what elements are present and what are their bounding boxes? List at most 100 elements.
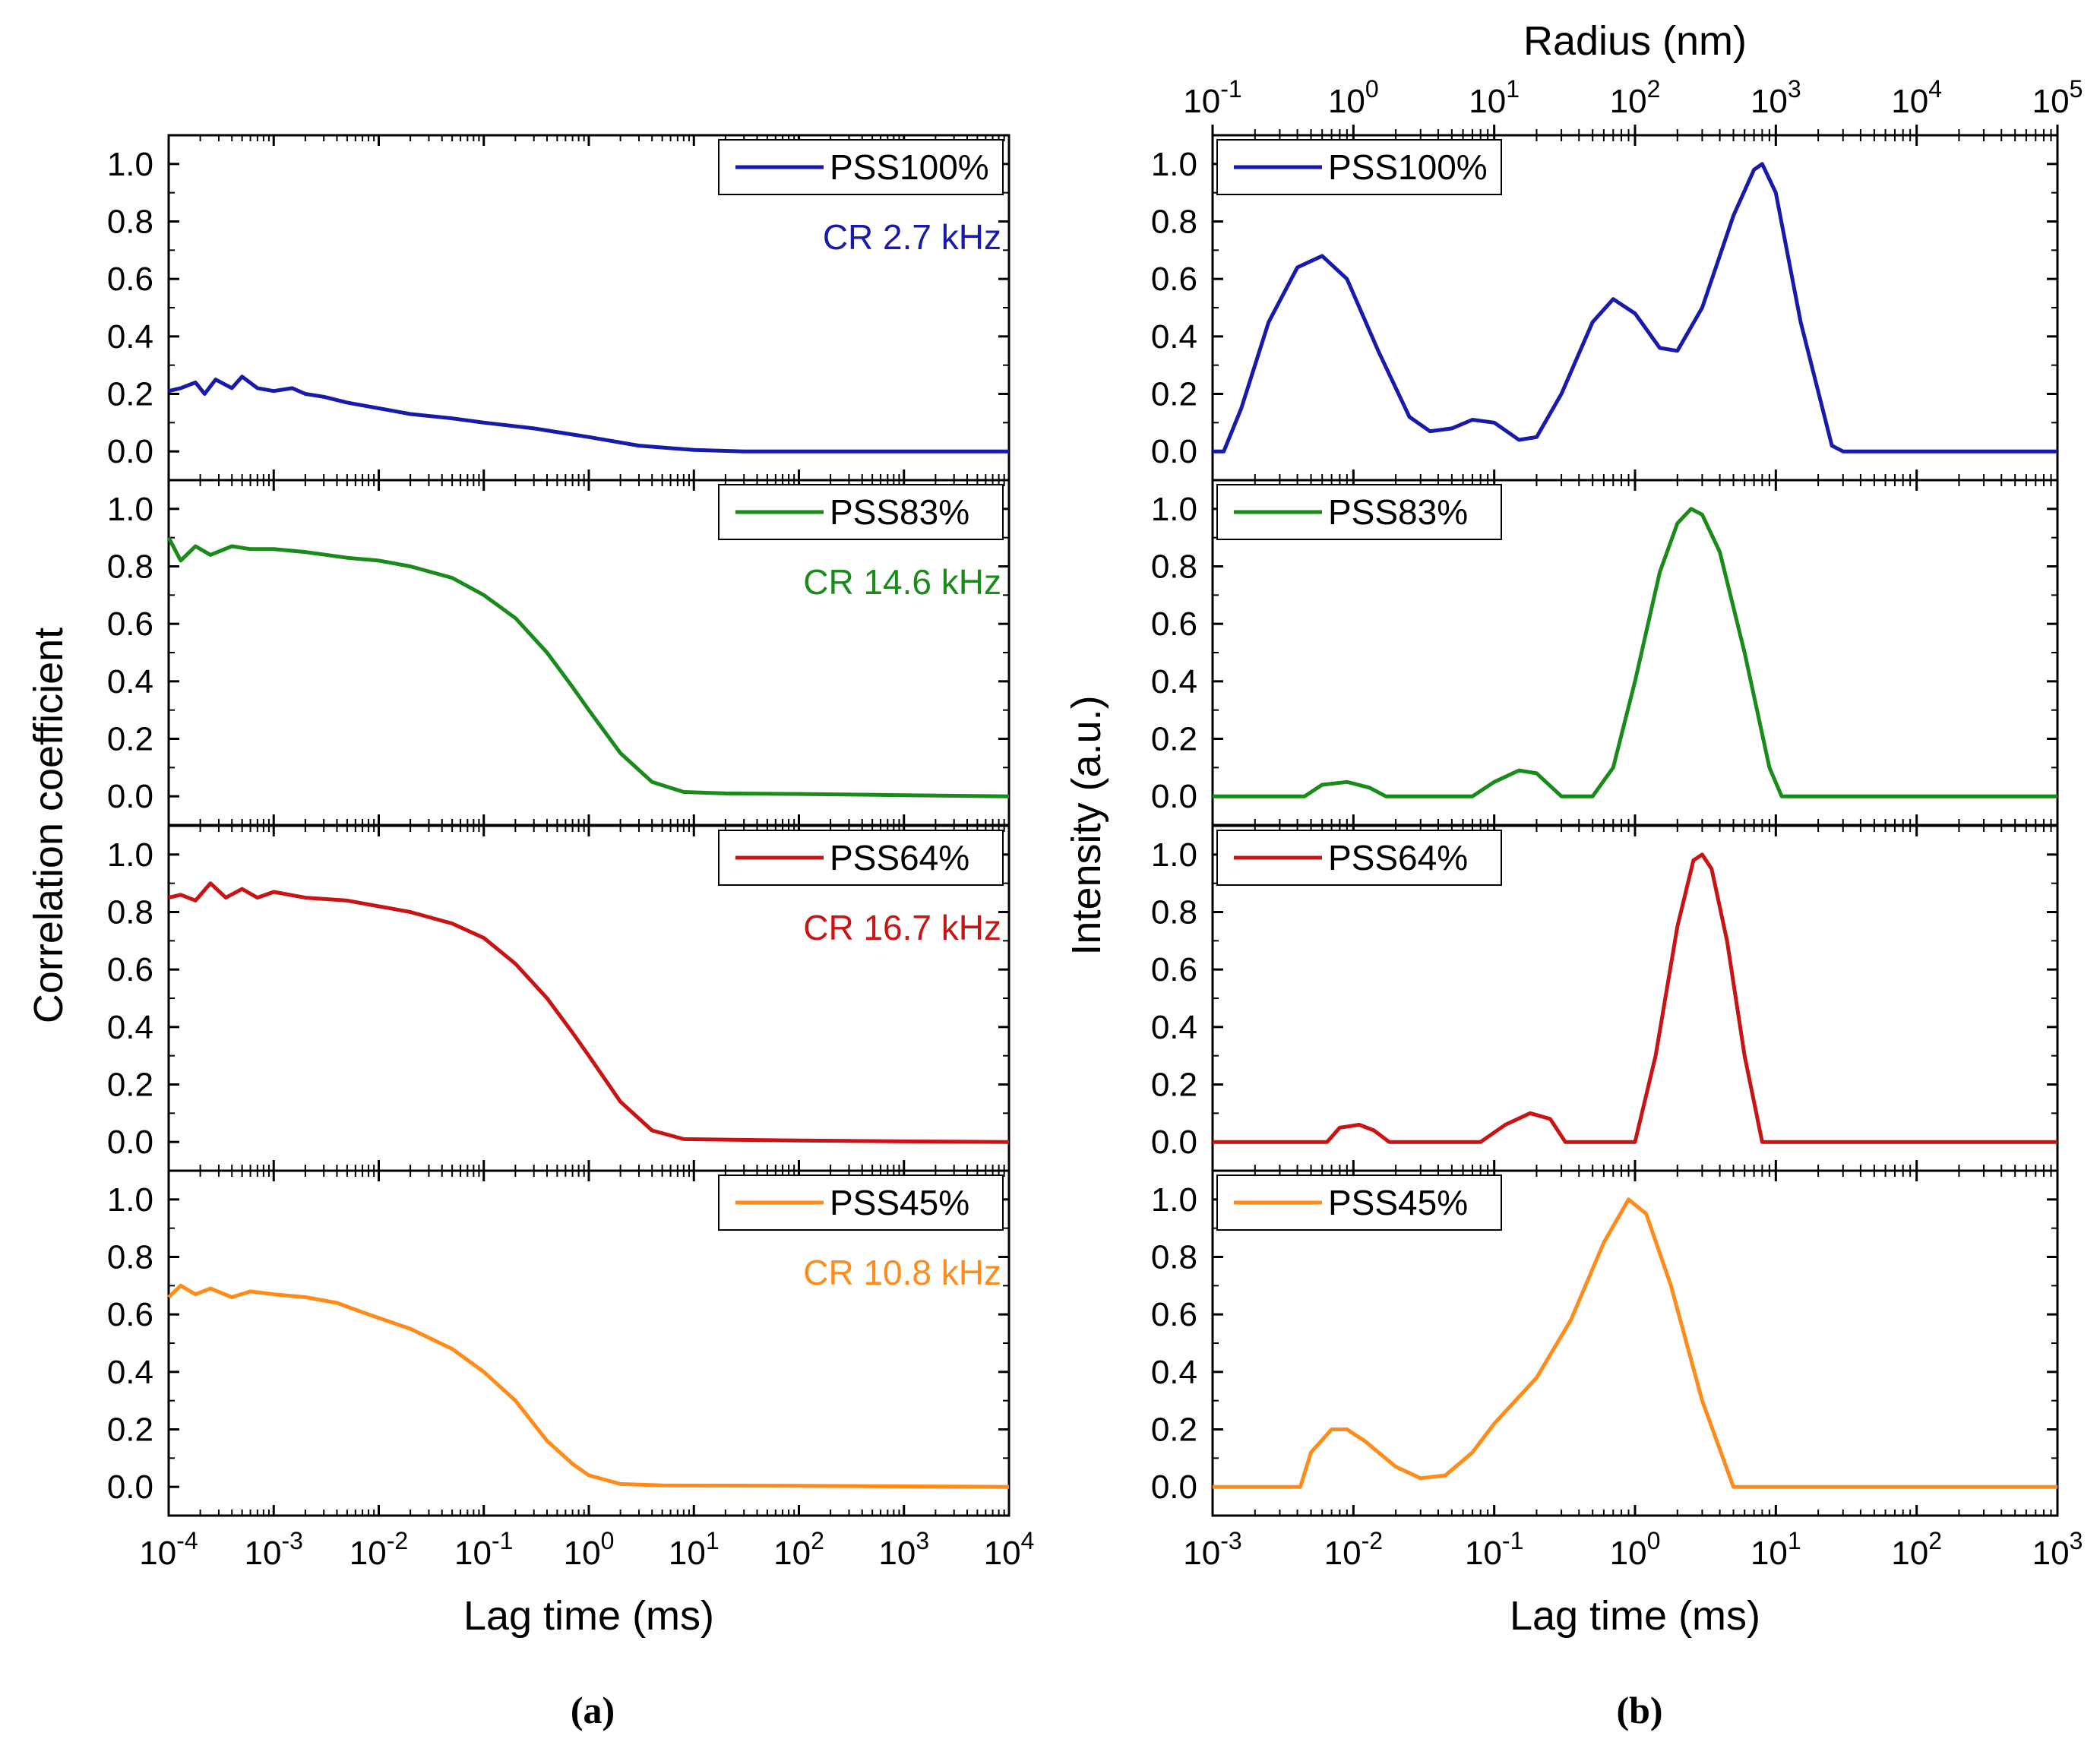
y-tick-label: 0.6: [107, 605, 153, 643]
y-tick-label: 0.2: [107, 1067, 153, 1104]
subplot-b-1: 0.0 0.2 0.4 0.6 0.8 1.0 PSS100%: [1151, 134, 2059, 482]
subplot-b-3: 0.0 0.2 0.4 0.6 0.8 1.0 PSS64%: [1151, 824, 2059, 1172]
y-tick-label: 0.6: [1151, 261, 1197, 298]
legend: PSS64%: [718, 830, 1004, 886]
y-tick-label: 0.6: [107, 261, 153, 298]
x-axis-label: Lag time (ms): [463, 1593, 714, 1639]
y-tick-label: 0.0: [1151, 1469, 1197, 1506]
y-tick-label: 0.2: [107, 721, 153, 758]
x-tick-label: 103: [2032, 1527, 2083, 1572]
y-tick-label: 0.4: [107, 1354, 153, 1391]
panel-b-chart: 0.0 0.2 0.4 0.6 0.8 1.0 PSS100% 0.0 0.2 0.4 0.6 0.8…: [1064, 18, 2083, 1639]
count-rate-annotation: CR 2.7 kHz: [823, 217, 1001, 257]
legend: PSS100%: [718, 139, 1004, 195]
y-tick-label: 0.8: [1151, 549, 1197, 586]
y-tick-label: 0.4: [1151, 318, 1197, 356]
y-tick-label: 1.0: [107, 1181, 153, 1219]
y-tick-label: 0.2: [1151, 376, 1197, 413]
legend-label: PSS64%: [830, 838, 969, 877]
legend: PSS100%: [1216, 139, 1502, 195]
y-tick-label: 0.6: [1151, 1296, 1197, 1333]
x-tick-label: 102: [1891, 1527, 1942, 1572]
x2-tick-label: 103: [1751, 75, 1801, 120]
y-tick-label: 0.8: [107, 1239, 153, 1276]
x-tick-label: 103: [878, 1527, 929, 1572]
subplot-a-3: 0.0 0.2 0.4 0.6 0.8 1.0 PSS64% CR 16.7 kHz: [107, 824, 1010, 1172]
legend-label: PSS100%: [830, 147, 989, 187]
subplot-a-2: 0.0 0.2 0.4 0.6 0.8 1.0 PSS83% CR 14.6 kHz: [107, 479, 1010, 827]
series-line-PSS45%: [1213, 1197, 2057, 1489]
y-tick-label: 0.0: [1151, 778, 1197, 815]
y-tick-label: 0.8: [107, 549, 153, 586]
x-tick-label: 102: [773, 1527, 824, 1572]
legend-label: PSS45%: [1328, 1183, 1468, 1222]
count-rate-annotation: CR 16.7 kHz: [803, 908, 1001, 947]
y-tick-label: 0.6: [1151, 605, 1197, 643]
series-line-PSS83%: [166, 536, 1010, 798]
y-tick-label: 0.8: [1151, 1239, 1197, 1276]
y-tick-label: 1.0: [1151, 146, 1197, 183]
y-tick-label: 0.4: [107, 318, 153, 356]
x-tick-label: 104: [984, 1527, 1035, 1572]
y-tick-label: 0.8: [107, 204, 153, 241]
y-tick-label: 0.2: [107, 376, 153, 413]
x2-tick-label: 101: [1469, 75, 1520, 120]
y-axis-label: Intensity (a.u.): [1064, 695, 1109, 955]
y-tick-label: 0.6: [1151, 951, 1197, 988]
y-tick-label: 0.4: [1151, 1009, 1197, 1046]
y-tick-label: 0.4: [1151, 1354, 1197, 1391]
legend-label: PSS100%: [1328, 147, 1488, 187]
legend-label: PSS64%: [1328, 838, 1468, 877]
series-line-PSS64%: [1213, 852, 2057, 1144]
x-tick-label: 10-4: [139, 1527, 198, 1572]
subplot-b-2: 0.0 0.2 0.4 0.6 0.8 1.0 PSS83%: [1151, 479, 2059, 827]
y-tick-label: 0.2: [1151, 1067, 1197, 1104]
y-tick-label: 1.0: [107, 146, 153, 183]
y-tick-label: 0.2: [1151, 721, 1197, 758]
y-tick-label: 1.0: [107, 836, 153, 874]
y-tick-label: 0.0: [1151, 433, 1197, 470]
y-tick-label: 1.0: [1151, 1181, 1197, 1219]
y-tick-label: 0.0: [107, 1124, 153, 1161]
subplot-a-1: 0.0 0.2 0.4 0.6 0.8 1.0 PSS100% CR 2.7 kHz: [107, 134, 1010, 482]
x-axis-label: Lag time (ms): [1510, 1593, 1760, 1639]
legend: PSS83%: [718, 484, 1004, 540]
legend-label: PSS83%: [1328, 492, 1468, 532]
count-rate-annotation: CR 10.8 kHz: [803, 1253, 1001, 1292]
y-tick-label: 1.0: [1151, 491, 1197, 528]
x2-tick-label: 105: [2032, 75, 2083, 120]
legend-label: PSS45%: [830, 1183, 969, 1222]
x2-tick-label: 100: [1328, 75, 1379, 120]
x-tick-label: 10-3: [1183, 1527, 1241, 1572]
x-tick-label: 100: [564, 1527, 615, 1572]
x-tick-label: 10-2: [349, 1527, 408, 1572]
count-rate-annotation: CR 14.6 kHz: [803, 562, 1001, 602]
y-tick-label: 0.4: [107, 663, 153, 700]
y-tick-label: 0.0: [1151, 1124, 1197, 1161]
series-line-PSS64%: [168, 881, 1010, 1144]
y-tick-label: 0.8: [1151, 894, 1197, 931]
x2-tick-label: 104: [1891, 75, 1942, 120]
x-tick-label: 10-1: [454, 1527, 513, 1572]
legend: PSS45%: [1216, 1175, 1502, 1231]
y-tick-label: 0.2: [107, 1412, 153, 1449]
caption-b: (b): [1616, 1689, 1662, 1731]
y-tick-label: 0.0: [107, 778, 153, 815]
y-tick-label: 0.0: [107, 433, 153, 470]
legend: PSS83%: [1216, 484, 1502, 540]
y-tick-label: 0.2: [1151, 1412, 1197, 1449]
x-tick-label: 100: [1610, 1527, 1661, 1572]
legend: PSS64%: [1216, 830, 1502, 886]
series-line-PSS100%: [1213, 162, 2057, 454]
series-line-PSS45%: [167, 1283, 1010, 1489]
y-tick-label: 0.0: [107, 1469, 153, 1506]
y-tick-label: 0.4: [1151, 663, 1197, 700]
x2-tick-label: 102: [1610, 75, 1661, 120]
y-tick-label: 0.6: [107, 951, 153, 988]
subplot-b-4: 0.0 0.2 0.4 0.6 0.8 1.0 PSS45%: [1151, 1169, 2059, 1517]
y-tick-label: 0.4: [107, 1009, 153, 1046]
legend-label: PSS83%: [830, 492, 969, 532]
subplot-a-4: 0.0 0.2 0.4 0.6 0.8 1.0 PSS45% CR 10.8 kHz: [107, 1169, 1010, 1517]
series-line-PSS100%: [168, 375, 1009, 454]
